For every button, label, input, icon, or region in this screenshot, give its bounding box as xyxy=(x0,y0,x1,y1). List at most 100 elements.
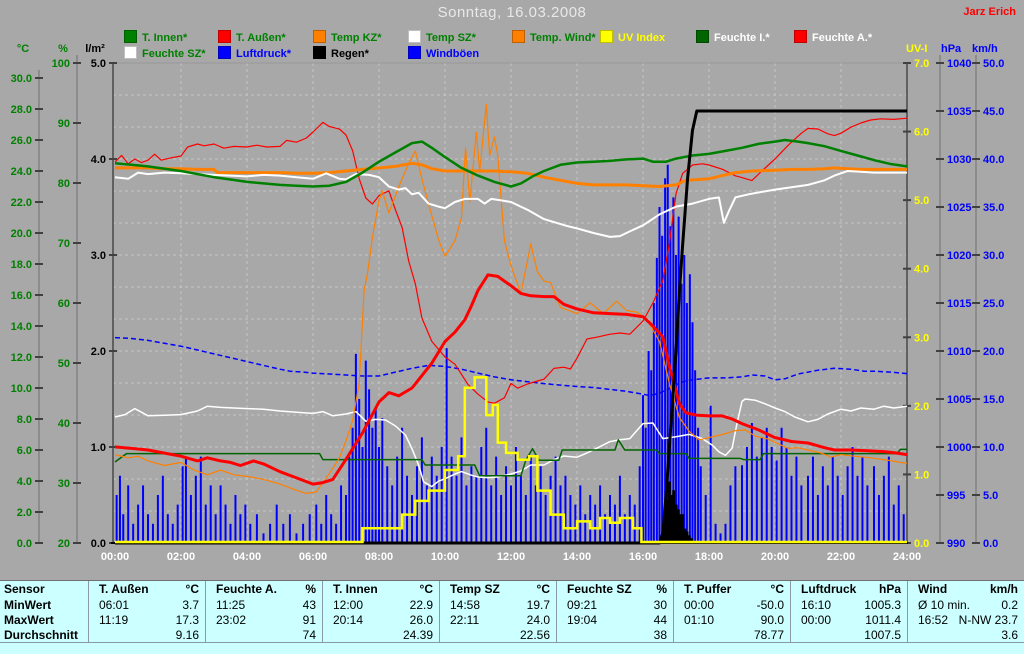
stat-time: 01:10 xyxy=(684,612,715,627)
axis-tick-label-pct: 100 xyxy=(52,58,70,70)
x-axis-label: 00:00 xyxy=(101,551,129,563)
legend-swatch-uv-index xyxy=(600,30,613,43)
series-temp-kz xyxy=(114,103,908,494)
sensor-unit: °C xyxy=(419,582,433,596)
series-regen-summe xyxy=(115,109,907,545)
axis-tick-label-hpa: 1000 xyxy=(947,442,971,454)
table-cell-wind-durchschnitt: 3.6 xyxy=(907,627,1024,642)
x-axis-label: 04:00 xyxy=(233,551,261,563)
table-cell-temp-sz-maxwert: 22:11 24.0 xyxy=(439,612,556,627)
axis-tick-label-hpa: 1015 xyxy=(947,298,971,310)
table-cell-feuchte-a-durchschnitt: 74 xyxy=(205,627,322,642)
stat-value: 38 xyxy=(653,627,667,642)
series-uv-index xyxy=(115,376,907,544)
sensor-unit: °C xyxy=(770,582,784,596)
axis-tick-label-kmh: 10.0 xyxy=(983,442,1004,454)
stat-value: 0.2 xyxy=(1001,597,1018,612)
axis-tick-label-lm2: 5.0 xyxy=(91,58,106,70)
axis-tick-label-c: 24.0 xyxy=(11,166,32,178)
stat-time: 12:00 xyxy=(333,597,364,612)
stat-time: 06:01 xyxy=(99,597,130,612)
axis-tick-label-c: 22.0 xyxy=(11,197,32,209)
legend-swatch-feuchte-sz xyxy=(124,46,137,59)
stat-time: 20:14 xyxy=(333,612,364,627)
stat-value: 26.0 xyxy=(409,612,433,627)
table-cell-wind-sensor: Wind km/h xyxy=(907,581,1024,597)
legend-swatch-feuchte-i xyxy=(696,30,709,43)
stat-value: 78.77 xyxy=(753,627,784,642)
axis-tick-label-uv: 4.0 xyxy=(914,264,929,276)
legend-swatch-regen xyxy=(313,46,326,59)
x-axis-label: 02:00 xyxy=(167,551,195,563)
stat-value: 44 xyxy=(653,612,667,627)
table-row-label-minwert: MinWert xyxy=(4,597,52,612)
weather-chart-svg[interactable]: 0.0 2.0 4.0 6.0 8.0 10.0 12.0 14.0 16.0 18.0 20.0 2… xyxy=(0,0,1024,578)
stat-time: 16:52 xyxy=(918,612,949,627)
axis-tick-label-kmh: 15.0 xyxy=(983,394,1004,406)
legend-item-luftdruck: Luftdruck* xyxy=(218,45,291,60)
axis-tick-label-lm2: 0.0 xyxy=(91,538,106,550)
series-temp-sz xyxy=(114,170,907,238)
table-cell-luftdruck-sensor: Luftdruck hPa xyxy=(790,581,907,597)
x-axis-label: 14:00 xyxy=(563,551,591,563)
axis-tick-label-uv: 3.0 xyxy=(914,332,929,344)
legend-swatch-temp-kz xyxy=(313,30,326,43)
stat-value: 24.0 xyxy=(526,612,550,627)
table-cell-t-puffer-durchschnitt: 78.77 xyxy=(673,627,790,642)
table-cell-t-innen-durchschnitt: 24.39 xyxy=(322,627,439,642)
stat-value: 3.6 xyxy=(1001,627,1018,642)
table-cell-t-innen-maxwert: 20:14 26.0 xyxy=(322,612,439,627)
axis-tick-label-kmh: 0.0 xyxy=(983,538,998,550)
axis-tick-label-kmh: 50.0 xyxy=(983,58,1004,70)
table-cell-t-außen-minwert: 06:01 3.7 xyxy=(88,597,205,612)
stat-value: 1005.3 xyxy=(864,597,901,612)
legend-label: Temp. Wind* xyxy=(530,32,596,44)
axis-tick-label-lm2: 3.0 xyxy=(91,250,106,262)
series-luftdruck xyxy=(114,336,908,397)
stat-time: 11:19 xyxy=(99,612,129,627)
x-axis-label: 10:00 xyxy=(431,551,459,563)
sensor-unit: °C xyxy=(185,582,199,596)
stat-time: 23:02 xyxy=(216,612,247,627)
table-cell-luftdruck-maxwert: 00:00 1011.4 xyxy=(790,612,907,627)
axis-tick-label-kmh: 25.0 xyxy=(983,298,1004,310)
axis-tick-label-kmh: 45.0 xyxy=(983,106,1004,118)
axis-tick-label-c: 6.0 xyxy=(17,445,32,457)
axis-tick-label-hpa: 990 xyxy=(947,538,965,550)
stat-time: 16:10 xyxy=(801,597,832,612)
x-axis-label: 20:00 xyxy=(761,551,789,563)
legend-item-t-außen: T. Außen* xyxy=(218,29,286,44)
axis-tick-label-pct: 40 xyxy=(58,418,70,430)
axis-tick-label-c: 2.0 xyxy=(17,507,32,519)
legend-label: Windböen xyxy=(426,48,480,60)
x-axis-label: 18:00 xyxy=(695,551,723,563)
table-cell-t-innen-sensor: T. Innen °C xyxy=(322,581,439,597)
axis-header-c: °C xyxy=(17,43,29,55)
legend-label: T. Innen* xyxy=(142,32,188,44)
stat-value: 22.56 xyxy=(519,627,550,642)
stat-time: 22:11 xyxy=(450,612,480,627)
table-cell-t-außen-sensor: T. Außen °C xyxy=(88,581,205,597)
x-axis-label: 12:00 xyxy=(497,551,525,563)
table-cell-t-puffer-maxwert: 01:10 90.0 xyxy=(673,612,790,627)
axis-tick-label-c: 28.0 xyxy=(11,104,32,116)
author-label: Jarz Erich xyxy=(963,6,1016,18)
axis-tick-label-hpa: 1010 xyxy=(947,346,971,358)
axis-tick-label-kmh: 35.0 xyxy=(983,202,1004,214)
axis-tick-label-pct: 60 xyxy=(58,298,70,310)
series-t-innen xyxy=(114,138,908,188)
axis-tick-label-pct: 50 xyxy=(58,358,70,370)
axis-tick-label-lm2: 4.0 xyxy=(91,154,106,166)
series-t-außen xyxy=(114,273,908,486)
stat-value: 1011.4 xyxy=(865,612,901,627)
stat-value: 74 xyxy=(302,627,316,642)
legend-swatch-t-außen xyxy=(218,30,231,43)
stat-time: 09:21 xyxy=(567,597,598,612)
table-cell-feuchte-a-maxwert: 23:02 91 xyxy=(205,612,322,627)
axis-tick-label-uv: 1.0 xyxy=(914,469,929,481)
sensor-name: T. Puffer xyxy=(684,582,732,596)
axis-tick-label-kmh: 5.0 xyxy=(983,490,998,502)
axis-tick-label-c: 8.0 xyxy=(17,414,32,426)
legend-label: Luftdruck* xyxy=(236,48,291,60)
axis-tick-label-c: 14.0 xyxy=(11,321,32,333)
